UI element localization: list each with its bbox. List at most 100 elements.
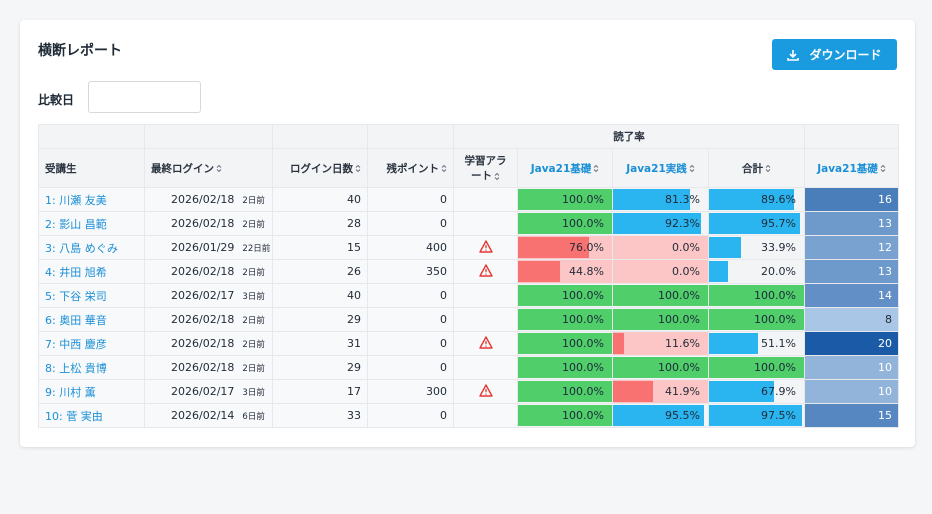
rate-cell: 92.3% — [612, 211, 709, 236]
alert-cell — [453, 235, 518, 260]
sort-icon — [765, 164, 771, 173]
rate-bar — [518, 405, 612, 426]
column-header-label: 最終ログイン — [151, 162, 214, 175]
last-login-cell: 2026/02/14 6日前 — [144, 403, 273, 428]
group-header-row: 読了率 — [38, 124, 899, 149]
rate-bar — [709, 405, 802, 426]
last-login-cell: 2026/02/17 3日前 — [144, 379, 273, 404]
rate-bar — [518, 357, 612, 378]
student-link[interactable]: 10: 菅 実由 — [45, 409, 103, 423]
rate-cell: 100.0% — [517, 283, 613, 308]
student-link[interactable]: 7: 中西 慶彦 — [45, 337, 107, 351]
alert-cell — [453, 355, 518, 380]
rate-cell: 81.3% — [612, 187, 709, 212]
last-login-cell: 2026/02/18 2日前 — [144, 331, 273, 356]
column-header[interactable]: 合計 — [708, 148, 805, 188]
download-button[interactable]: ダウンロード — [772, 39, 897, 70]
student-link[interactable]: 6: 奥田 華音 — [45, 313, 107, 327]
column-header[interactable]: 残ポイント — [367, 148, 454, 188]
alert-cell — [453, 211, 518, 236]
days-ago: 2日前 — [242, 364, 265, 374]
score-cell: 12 — [804, 235, 899, 260]
rate-label: 100.0% — [754, 361, 796, 374]
login-days: 29 — [272, 307, 368, 332]
rate-cell: 100.0% — [612, 283, 709, 308]
alert-cell — [453, 187, 518, 212]
data-row: 6: 奥田 華音 2026/02/18 2日前 29 0 100.0% 100.0% 100.… — [38, 307, 899, 332]
rate-bar — [709, 237, 742, 258]
rate-cell: 100.0% — [612, 355, 709, 380]
column-header[interactable]: Java21実践 — [612, 148, 709, 188]
days-ago: 22日前 — [242, 244, 271, 254]
rate-label: 51.1% — [761, 337, 796, 350]
score-cell: 10 — [804, 355, 899, 380]
rate-cell: 100.0% — [517, 307, 613, 332]
column-header[interactable]: 最終ログイン — [144, 148, 273, 188]
column-header[interactable]: 学習アラート — [453, 148, 518, 188]
days-ago: 3日前 — [242, 388, 265, 398]
student-link[interactable]: 8: 上松 貴博 — [45, 361, 107, 375]
rate-label: 100.0% — [754, 289, 796, 302]
student-cell: 5: 下谷 栄司 — [38, 283, 145, 308]
header-cell — [804, 124, 899, 149]
points: 0 — [367, 331, 454, 356]
points: 0 — [367, 211, 454, 236]
column-header-label: 学習アラート — [464, 155, 507, 182]
rate-label: 100.0% — [562, 409, 604, 422]
rate-cell: 100.0% — [708, 307, 805, 332]
rate-cell: 33.9% — [708, 235, 805, 260]
student-link[interactable]: 9: 川村 薫 — [45, 385, 96, 399]
data-row: 9: 川村 薫 2026/02/17 3日前 17 300 100.0% 41.9% 67.9… — [38, 379, 899, 404]
last-login-cell: 2026/02/18 2日前 — [144, 307, 273, 332]
rate-bar — [613, 333, 625, 354]
rate-label: 100.0% — [562, 217, 604, 230]
rate-cell: 100.0% — [517, 331, 613, 356]
rate-label: 100.0% — [658, 361, 700, 374]
rate-label: 100.0% — [754, 313, 796, 326]
rate-cell: 100.0% — [517, 403, 613, 428]
student-link[interactable]: 1: 川瀬 友美 — [45, 193, 107, 207]
rate-cell: 95.5% — [612, 403, 709, 428]
student-link[interactable]: 4: 井田 旭希 — [45, 265, 107, 279]
rate-bar — [518, 261, 561, 282]
rate-label: 95.7% — [761, 217, 796, 230]
last-login-date: 2026/02/18 — [171, 313, 235, 326]
student-link[interactable]: 3: 八島 めぐみ — [45, 241, 119, 255]
rate-bar — [709, 333, 758, 354]
header-cell — [144, 124, 273, 149]
rate-cell: 95.7% — [708, 211, 805, 236]
column-header[interactable]: Java21基礎 — [804, 148, 899, 188]
rate-bar — [518, 237, 590, 258]
rate-bar — [709, 285, 804, 306]
column-header[interactable]: ログイン日数 — [272, 148, 368, 188]
alert-icon — [478, 239, 493, 253]
alert-icon — [478, 335, 493, 349]
last-login-date: 2026/02/18 — [171, 361, 235, 374]
student-link[interactable]: 5: 下谷 栄司 — [45, 289, 107, 303]
column-header[interactable]: Java21基礎 — [517, 148, 613, 188]
rate-label: 100.0% — [562, 289, 604, 302]
rate-bar — [709, 213, 800, 234]
report-card: 横断レポート ダウンロード 比較日 読了率 受講生 最終ログイン ログイン日数 残ポイン… — [20, 20, 915, 447]
score-cell: 13 — [804, 259, 899, 284]
header-cell — [367, 124, 454, 149]
login-days: 26 — [272, 259, 368, 284]
rate-label: 100.0% — [658, 313, 700, 326]
days-ago: 2日前 — [242, 220, 265, 230]
last-login-cell: 2026/02/18 2日前 — [144, 187, 273, 212]
rate-label: 76.0% — [569, 241, 604, 254]
header-cell — [38, 124, 145, 149]
last-login-date: 2026/02/14 — [171, 409, 235, 422]
last-login-date: 2026/02/17 — [171, 289, 235, 302]
student-link[interactable]: 2: 影山 昌範 — [45, 217, 107, 231]
student-cell: 8: 上松 貴博 — [38, 355, 145, 380]
rate-bar — [709, 261, 728, 282]
compare-date-input[interactable] — [88, 81, 201, 113]
last-login-date: 2026/02/17 — [171, 385, 235, 398]
rate-cell: 76.0% — [517, 235, 613, 260]
column-header-label: 受講生 — [45, 162, 77, 175]
rate-label: 0.0% — [672, 241, 700, 254]
report-table: 読了率 受講生 最終ログイン ログイン日数 残ポイント 学習アラート Java21基礎 Jav… — [38, 124, 899, 428]
rate-bar — [518, 309, 612, 330]
rate-cell: 44.8% — [517, 259, 613, 284]
